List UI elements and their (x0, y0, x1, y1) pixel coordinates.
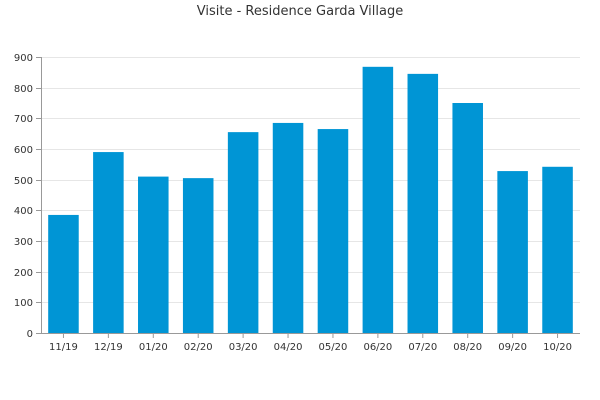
y-axis-ticks: 0 100 200 300 400 500 600 700 800 900 (14, 53, 41, 340)
bar (407, 73, 439, 333)
bar (497, 171, 528, 333)
bar (317, 129, 349, 333)
y-tick-label: 700 (14, 114, 33, 125)
bar (227, 132, 259, 333)
chart-title: Visite - Residence Garda Village (197, 4, 403, 19)
x-tick-label: 03/20 (229, 342, 258, 353)
y-tick-label: 800 (14, 84, 33, 95)
bar (362, 66, 394, 334)
y-tick-label: 500 (14, 176, 33, 187)
bar (452, 103, 483, 333)
y-tick-label: 300 (14, 237, 33, 248)
x-tick-label: 05/20 (319, 342, 348, 353)
x-tick-label: 01/20 (139, 342, 168, 353)
y-tick-label: 400 (14, 206, 33, 217)
x-axis-ticks: 11/19 12/19 01/20 02/20 03/20 04/20 05/20 06/20… (49, 333, 572, 353)
y-tick-label: 100 (14, 298, 33, 309)
x-tick-label: 12/19 (94, 342, 123, 353)
x-tick-label: 08/20 (453, 342, 482, 353)
x-tick-label: 02/20 (184, 342, 213, 353)
bar (542, 166, 573, 333)
y-tick-label: 200 (14, 268, 33, 279)
bar (138, 176, 169, 333)
y-tick-label: 900 (14, 53, 33, 64)
x-tick-label: 07/20 (408, 342, 437, 353)
y-tick-label: 0 (27, 329, 33, 340)
grid-lines (41, 57, 580, 303)
bar (182, 178, 214, 333)
x-tick-label: 04/20 (274, 342, 303, 353)
x-tick-label: 06/20 (363, 342, 392, 353)
bar (272, 122, 304, 333)
axes (41, 57, 580, 334)
x-tick-label: 09/20 (498, 342, 527, 353)
bar (48, 214, 79, 333)
bar (93, 152, 124, 333)
bars (48, 66, 573, 334)
y-tick-label: 600 (14, 145, 33, 156)
x-tick-label: 10/20 (543, 342, 572, 353)
x-tick-label: 11/19 (49, 342, 78, 353)
